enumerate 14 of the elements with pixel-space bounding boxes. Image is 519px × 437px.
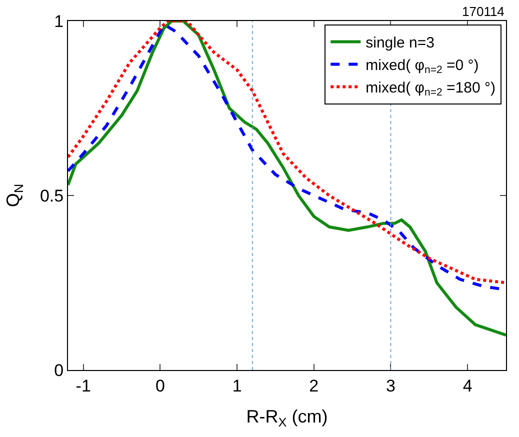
legend-label: mixed( φ$_{n=2}$ =180 °) [366,80,496,99]
x-tick-label: -1 [76,376,91,396]
x-tick-label: 3 [386,376,396,396]
legend-label: single n=3 [366,34,434,52]
y-tick-label: 0 [54,360,64,380]
x-tick-label: 4 [462,376,472,396]
y-tick-label: 0.5 [40,186,64,206]
x-tick-label: 2 [309,376,319,396]
x-axis-title: R-R$_{X}$ (cm) [246,406,328,430]
x-tick-label: 1 [232,376,242,396]
legend-label: mixed( φ$_{n=2}$ =0 °) [366,57,479,76]
text: 170114 [462,4,504,19]
y-tick-label: 1 [54,12,64,31]
x-tick-label: 0 [155,376,165,396]
